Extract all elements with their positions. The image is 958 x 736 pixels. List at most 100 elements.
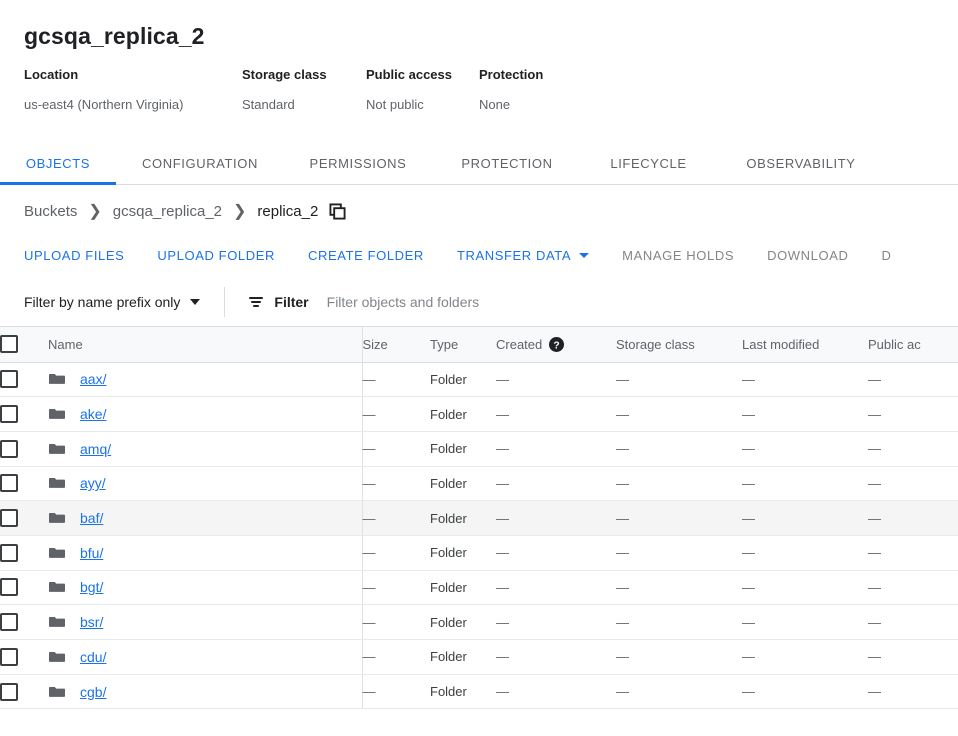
row-type-cell: Folder xyxy=(430,674,496,710)
action-label: DOWNLOAD xyxy=(767,247,849,263)
row-checkbox[interactable] xyxy=(0,405,18,424)
table-row[interactable]: bfu/ — Folder — — — — xyxy=(0,535,958,571)
row-type: Folder xyxy=(430,441,467,457)
row-size-cell: — xyxy=(362,535,430,571)
filter-toolbar: Filter by name prefix only Filter xyxy=(0,277,958,327)
object-link[interactable]: bfu/ xyxy=(80,544,104,561)
header-public-access[interactable]: Public ac xyxy=(868,327,958,363)
row-storage-class-cell: — xyxy=(616,431,742,467)
header-name[interactable]: Name xyxy=(48,327,363,363)
action-upload-folder[interactable]: UPLOAD FOLDER xyxy=(157,248,275,263)
row-checkbox[interactable] xyxy=(0,647,18,666)
filter-mode-dropdown[interactable]: Filter by name prefix only xyxy=(24,294,201,310)
row-checkbox[interactable] xyxy=(0,474,18,493)
row-checkbox[interactable] xyxy=(0,543,18,562)
row-public-access-cell: — xyxy=(868,466,958,502)
table-row[interactable]: cdu/ — Folder — — — — xyxy=(0,639,958,675)
row-public-access-cell: — xyxy=(868,431,958,467)
action-label: TRANSFER DATA xyxy=(456,247,572,263)
row-created: — xyxy=(496,545,509,561)
header-storage-class[interactable]: Storage class xyxy=(616,327,742,363)
row-type-cell: Folder xyxy=(430,604,496,640)
object-link[interactable]: baf/ xyxy=(80,510,104,527)
tab-lifecycle[interactable]: LIFECYCLE xyxy=(610,156,687,171)
action-download: DOWNLOAD xyxy=(767,248,848,263)
row-created-cell: — xyxy=(496,500,616,536)
header-type[interactable]: Type xyxy=(430,327,496,363)
row-select-cell xyxy=(0,535,48,571)
row-last-modified-cell: — xyxy=(742,604,868,640)
row-select-cell xyxy=(0,674,48,710)
tab-objects[interactable]: OBJECTS xyxy=(0,143,116,185)
row-checkbox[interactable] xyxy=(0,439,18,458)
action-toolbar: UPLOAD FILES UPLOAD FOLDER CREATE FOLDER TR… xyxy=(0,233,958,277)
row-public-access-cell: — xyxy=(868,500,958,536)
row-name-cell: ayy/ xyxy=(48,466,363,502)
object-link[interactable]: bsr/ xyxy=(80,614,104,631)
tab-observability[interactable]: OBSERVABILITY xyxy=(746,156,856,171)
row-checkbox[interactable] xyxy=(0,613,18,632)
object-link[interactable]: cdu/ xyxy=(80,648,107,665)
breadcrumb-item-0[interactable]: Buckets xyxy=(24,202,78,220)
row-name-cell: bfu/ xyxy=(48,535,363,571)
action-upload-files[interactable]: UPLOAD FILES xyxy=(24,248,124,263)
row-public-access-cell: — xyxy=(868,604,958,640)
row-select-cell xyxy=(0,570,48,606)
select-all-checkbox[interactable] xyxy=(0,335,18,354)
folder-icon xyxy=(48,474,66,492)
table-row[interactable]: cgb/ — Folder — — — — xyxy=(0,674,958,710)
table-row[interactable]: baf/ — Folder — — — — xyxy=(0,500,958,536)
object-link[interactable]: cgb/ xyxy=(80,683,107,700)
row-size-cell: — xyxy=(362,639,430,675)
row-checkbox[interactable] xyxy=(0,370,18,389)
select-all-header xyxy=(0,327,48,363)
tab-configuration[interactable]: CONFIGURATION xyxy=(142,156,258,171)
table-header-row: Name Size Type Created ? Storage cl xyxy=(0,327,958,363)
row-public-access: — xyxy=(868,579,881,595)
row-last-modified: — xyxy=(742,406,755,422)
row-checkbox[interactable] xyxy=(0,509,18,528)
row-storage-class-cell: — xyxy=(616,362,742,398)
row-size-cell: — xyxy=(362,362,430,398)
row-size: — xyxy=(362,545,376,561)
row-storage-class-cell: — xyxy=(616,639,742,675)
row-size-cell: — xyxy=(362,466,430,502)
summary-field-1: Storage class Standard xyxy=(242,66,366,114)
tab-permissions[interactable]: PERMISSIONS xyxy=(309,156,407,171)
row-checkbox[interactable] xyxy=(0,682,18,701)
row-checkbox[interactable] xyxy=(0,578,18,597)
row-public-access-cell: — xyxy=(868,396,958,432)
summary-value: Not public xyxy=(366,97,424,112)
object-link[interactable]: amq/ xyxy=(80,440,112,457)
action-create-folder[interactable]: CREATE FOLDER xyxy=(308,248,424,263)
object-link[interactable]: bgt/ xyxy=(80,579,104,596)
bucket-summary: Location us-east4 (Northern Virginia) Stor… xyxy=(24,66,934,114)
header-size[interactable]: Size xyxy=(362,327,430,363)
folder-icon xyxy=(48,405,66,423)
row-last-modified-cell: — xyxy=(742,674,868,710)
breadcrumb-item-1[interactable]: gcsqa_replica_2 xyxy=(112,202,223,220)
table-row[interactable]: amq/ — Folder — — — — xyxy=(0,431,958,467)
row-size: — xyxy=(362,371,376,387)
row-created-cell: — xyxy=(496,604,616,640)
row-last-modified-cell: — xyxy=(742,466,868,502)
copy-icon[interactable] xyxy=(329,202,346,220)
table-row[interactable]: bgt/ — Folder — — — — xyxy=(0,570,958,606)
header-last-modified[interactable]: Last modified xyxy=(742,327,868,363)
action-transfer-data[interactable]: TRANSFER DATA xyxy=(456,247,590,263)
object-link[interactable]: ake/ xyxy=(80,406,107,423)
filter-input[interactable] xyxy=(324,292,749,311)
object-link[interactable]: aax/ xyxy=(80,371,107,388)
table-row[interactable]: ake/ — Folder — — — — xyxy=(0,396,958,432)
row-type: Folder xyxy=(430,510,467,526)
tab-protection[interactable]: PROTECTION xyxy=(461,156,553,171)
row-public-access: — xyxy=(868,649,881,665)
header-created[interactable]: Created ? xyxy=(496,327,616,363)
row-storage-class: — xyxy=(616,510,629,526)
object-link[interactable]: ayy/ xyxy=(80,475,106,492)
table-row[interactable]: aax/ — Folder — — — — xyxy=(0,362,958,398)
table-row[interactable]: ayy/ — Folder — — — — xyxy=(0,466,958,502)
row-storage-class: — xyxy=(616,649,629,665)
table-row[interactable]: bsr/ — Folder — — — — xyxy=(0,604,958,640)
help-icon[interactable]: ? xyxy=(549,336,565,352)
